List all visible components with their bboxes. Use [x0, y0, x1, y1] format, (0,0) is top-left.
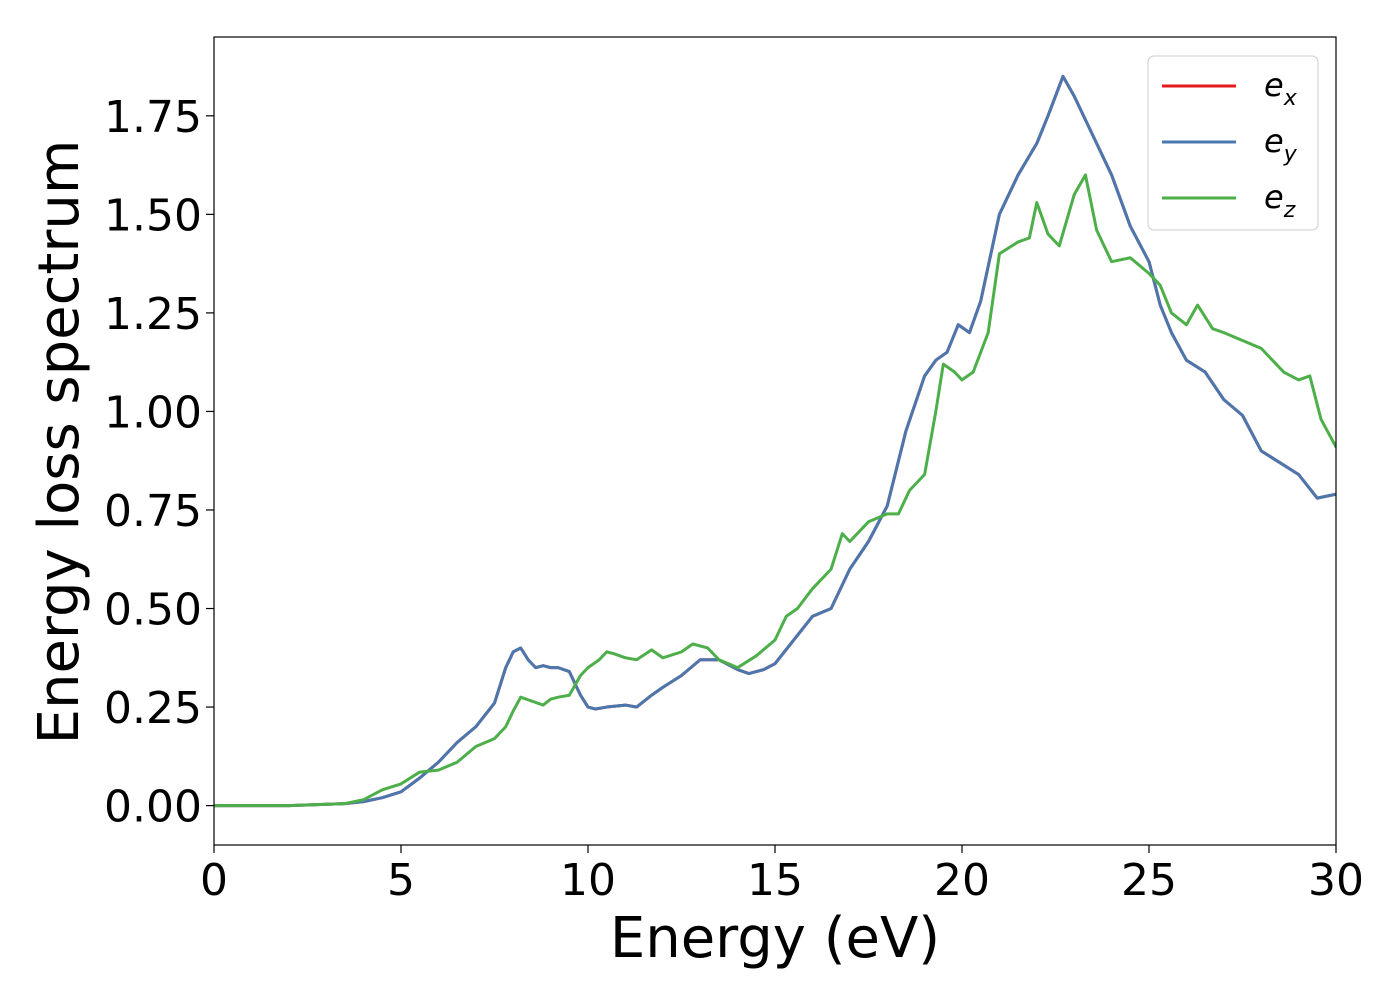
y-tick-label: 1.00 — [104, 387, 202, 438]
x-tick-label: 25 — [1121, 855, 1177, 906]
y-tick-label: 0.75 — [104, 486, 202, 537]
series-line-y — [214, 74, 1336, 808]
legend-subscript: x — [1283, 86, 1298, 111]
x-axis: 0 5 10 15 20 25 30 — [200, 845, 1364, 906]
x-tick-label: 0 — [200, 855, 228, 906]
legend-subscript: y — [1283, 142, 1298, 167]
y-tick-label: 1.25 — [104, 289, 202, 340]
x-tick-label: 5 — [387, 855, 415, 906]
x-axis-label: Energy (eV) — [610, 906, 940, 971]
x-tick-label: 30 — [1308, 855, 1364, 906]
y-tick-label: 0.50 — [104, 585, 202, 636]
x-tick-label: 15 — [747, 855, 803, 906]
y-tick-label: 0.00 — [104, 782, 202, 833]
y-tick-label: 1.50 — [104, 190, 202, 241]
x-tick-label: 20 — [934, 855, 990, 906]
x-tick-label: 10 — [560, 855, 616, 906]
legend-subscript: z — [1283, 198, 1296, 223]
y-tick-label: 0.25 — [104, 683, 202, 734]
y-axis: 0.00 0.25 0.50 0.75 1.00 1.25 1.50 1.75 — [104, 92, 214, 833]
y-tick-label: 1.75 — [104, 92, 202, 143]
series-group — [214, 74, 1336, 808]
y-axis-label: Energy loss spectrum — [27, 140, 92, 745]
series-line-z — [214, 173, 1336, 808]
